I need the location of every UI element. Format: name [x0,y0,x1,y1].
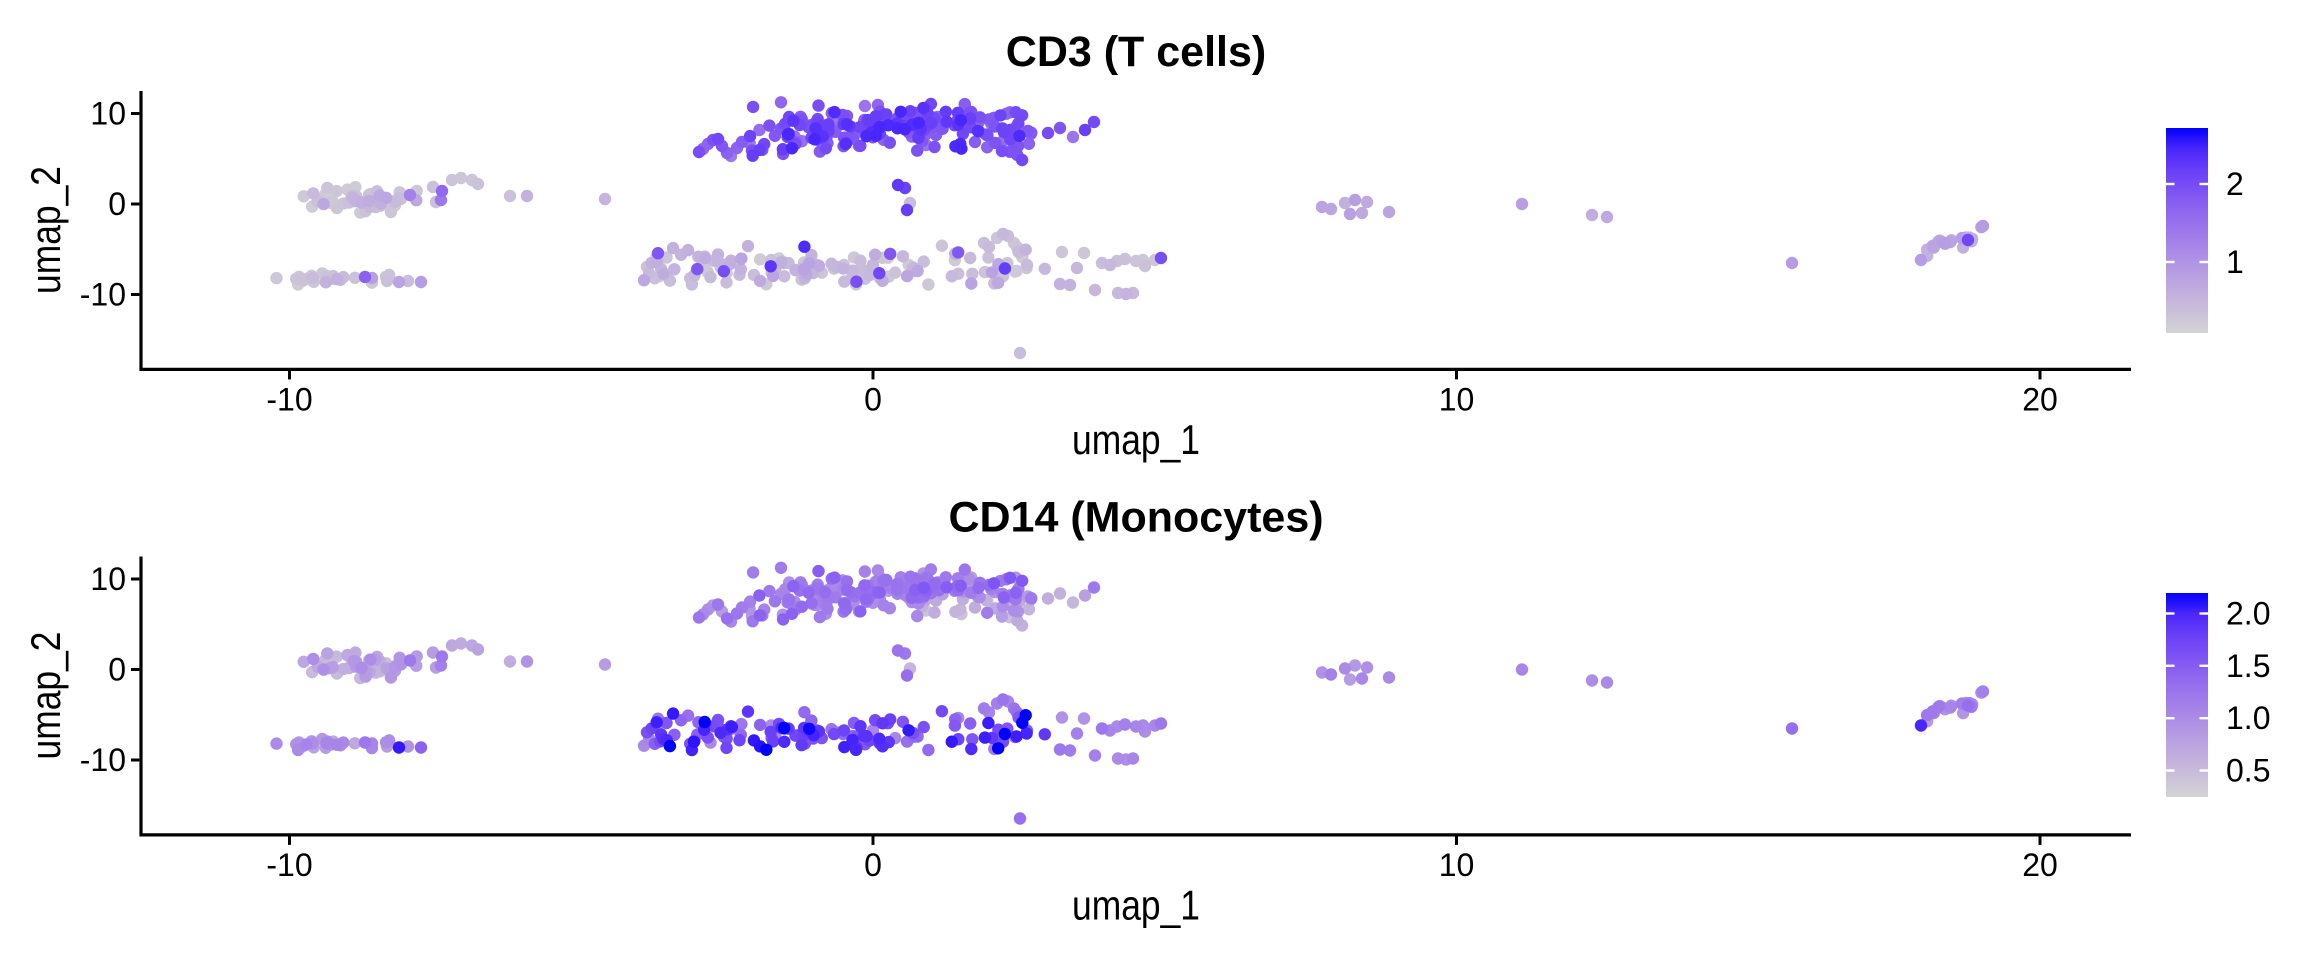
svg-text:0: 0 [108,186,126,222]
svg-text:-10: -10 [80,742,126,778]
svg-text:10: 10 [1439,847,1475,883]
svg-text:CD3 (T cells): CD3 (T cells) [1006,28,1266,76]
svg-text:1: 1 [2226,244,2244,280]
svg-text:CD14 (Monocytes): CD14 (Monocytes) [948,494,1323,542]
svg-text:10: 10 [1439,381,1475,417]
svg-text:10: 10 [90,96,126,132]
svg-text:-10: -10 [80,277,126,313]
svg-text:0: 0 [864,381,882,417]
svg-text:umap_1: umap_1 [1072,416,1200,463]
svg-text:umap_2: umap_2 [22,632,69,760]
svg-text:20: 20 [2022,381,2058,417]
svg-text:0.5: 0.5 [2226,753,2270,789]
svg-text:umap_1: umap_1 [1072,882,1200,929]
svg-text:-10: -10 [266,381,312,417]
svg-text:2: 2 [2226,166,2244,202]
svg-text:umap_2: umap_2 [22,166,69,294]
svg-text:1.5: 1.5 [2226,648,2270,684]
svg-text:1.0: 1.0 [2226,700,2270,736]
svg-text:2.0: 2.0 [2226,596,2270,632]
svg-text:20: 20 [2022,847,2058,883]
svg-text:0: 0 [864,847,882,883]
svg-text:10: 10 [90,561,126,597]
svg-text:0: 0 [108,652,126,688]
svg-text:-10: -10 [266,847,312,883]
